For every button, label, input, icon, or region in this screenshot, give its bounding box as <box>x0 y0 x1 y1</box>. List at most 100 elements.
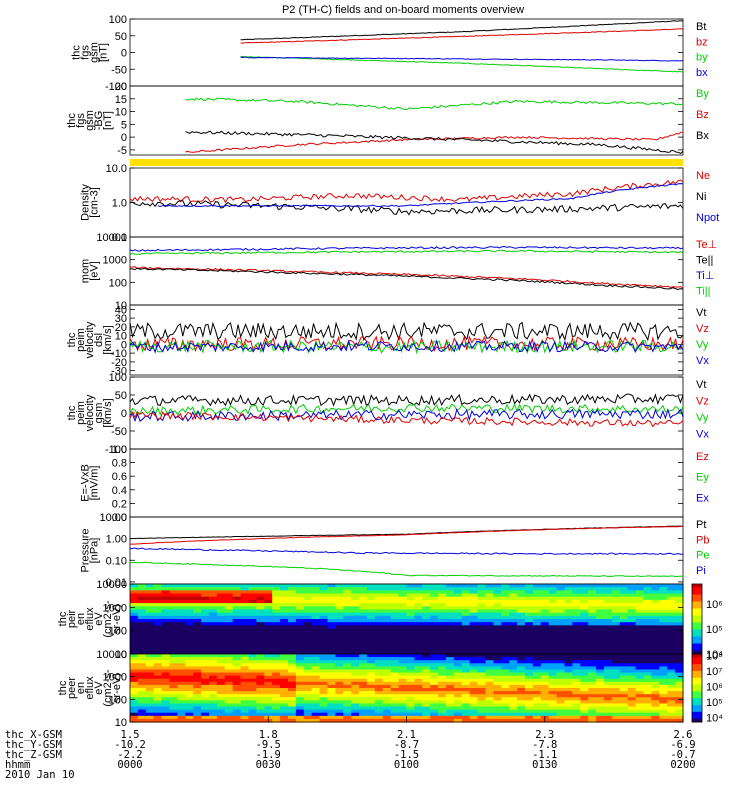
spectrogram-cell <box>398 638 408 642</box>
series-npot-line <box>157 183 684 208</box>
spectrogram-cell <box>390 672 400 677</box>
spectrogram-cell <box>414 612 423 617</box>
spectrogram-cell <box>382 657 392 661</box>
spectrogram-cell <box>501 663 510 667</box>
colorbar-segment <box>692 594 702 597</box>
spectrogram-cell <box>256 700 265 705</box>
spectrogram-cell <box>501 706 510 711</box>
spectrogram-cell <box>564 634 573 639</box>
spectrogram-cell <box>288 709 297 714</box>
spectrogram-cell <box>596 663 605 667</box>
spectrogram-cell <box>430 688 439 692</box>
spectrogram-cell <box>374 644 384 649</box>
spectrogram-cell <box>611 647 621 652</box>
spectrogram-cell <box>509 631 518 636</box>
spectrogram-cell <box>580 675 589 680</box>
spectrogram-cell <box>627 641 637 646</box>
spectrogram-cell <box>469 660 479 664</box>
spectrogram-cell <box>572 697 581 701</box>
spectrogram-cell <box>272 691 281 695</box>
spectrogram-cell <box>367 681 376 686</box>
spectrogram-cell <box>619 709 629 714</box>
spectrogram-cell <box>627 615 637 620</box>
spectrogram-cell <box>232 669 242 674</box>
colorbar-segment <box>692 617 702 620</box>
spectrogram-cell <box>209 688 218 692</box>
spectrogram-cell <box>280 641 289 646</box>
legend-entry: Vt <box>696 379 706 391</box>
spectrogram-cell <box>169 599 178 604</box>
spectrogram-cell <box>209 669 218 674</box>
spectrogram-cell <box>209 681 218 686</box>
spectrogram-cell <box>335 715 344 720</box>
spectrogram-cell <box>446 647 455 652</box>
spectrogram-cell <box>145 694 155 698</box>
y-tick-label: 10000 <box>96 649 127 661</box>
spectrogram-cell <box>461 609 471 614</box>
spectrogram-cell <box>311 631 321 636</box>
spectrogram-cell <box>161 647 171 652</box>
spectrogram-cell <box>130 590 139 595</box>
spectrogram-cell <box>517 712 526 717</box>
spectrogram-cell <box>209 603 218 607</box>
spectrogram-cell <box>485 663 494 667</box>
spectrogram-cell <box>161 681 171 686</box>
spectrogram-cell <box>414 709 423 714</box>
spectrogram-cell <box>382 700 392 705</box>
spectrogram-cell <box>153 706 163 711</box>
spectrogram-cell <box>177 603 186 607</box>
spectrogram-cell <box>343 634 352 639</box>
spectrogram-cell <box>667 691 676 695</box>
spectrogram-cell <box>659 666 668 671</box>
spectrogram-cell <box>477 638 487 642</box>
spectrogram-cell <box>580 631 589 636</box>
spectrogram-cell <box>572 715 581 720</box>
spectrogram-cell <box>327 615 336 620</box>
spectrogram-cell <box>493 675 502 680</box>
spectrogram-cell <box>469 590 479 595</box>
spectrogram-cell <box>446 672 455 677</box>
spectrogram-cell <box>493 641 502 646</box>
spectrogram-cell <box>319 593 329 598</box>
spectrogram-cell <box>153 654 163 658</box>
spectrogram-cell <box>667 587 676 591</box>
spectrogram-cell <box>311 590 321 595</box>
y-axis-label-line: peir <box>66 609 78 628</box>
spectrogram-cell <box>374 715 384 720</box>
spectrogram-cell <box>264 703 273 708</box>
spectrogram-cell <box>651 691 660 695</box>
spectrogram-cell <box>588 596 597 601</box>
spectrogram-cell <box>319 675 329 680</box>
y-axis-label-line: gsm <box>89 42 101 63</box>
spectrogram-cell <box>611 650 621 655</box>
spectrogram-cell <box>319 634 329 639</box>
spectrogram-cell <box>335 609 344 614</box>
spectrogram-cell <box>390 657 400 661</box>
spectrogram-cell <box>540 599 550 604</box>
spectrogram-cell <box>216 603 226 607</box>
spectrogram-cell <box>651 669 660 674</box>
spectrogram-cell <box>619 631 629 636</box>
spectrogram-cell <box>438 654 447 658</box>
spectrogram-cell <box>264 688 273 692</box>
spectrogram-cell <box>461 628 471 633</box>
spectrogram-cell <box>532 709 542 714</box>
spectrogram-cell <box>556 715 566 720</box>
spectrogram-cell <box>319 619 329 623</box>
spectrogram-cell <box>327 675 336 680</box>
spectrogram-cell <box>145 666 155 671</box>
spectrogram-cell <box>604 678 613 683</box>
spectrogram-cell <box>280 684 289 689</box>
y-axis-label: E=-VxB[mV/m] <box>80 464 101 502</box>
colorbar-segment <box>692 664 702 667</box>
spectrogram-cell <box>525 675 534 680</box>
spectrogram-cell <box>224 678 234 683</box>
spectrogram-cell <box>651 715 660 720</box>
spectrogram-cell <box>382 631 392 636</box>
spectrogram-cell <box>351 599 360 604</box>
spectrogram-cell <box>548 612 558 617</box>
spectrogram-cell <box>675 663 684 667</box>
spectrogram-cell <box>667 596 676 601</box>
panel-2 <box>130 159 683 166</box>
legend-entry: Npot <box>696 212 719 224</box>
